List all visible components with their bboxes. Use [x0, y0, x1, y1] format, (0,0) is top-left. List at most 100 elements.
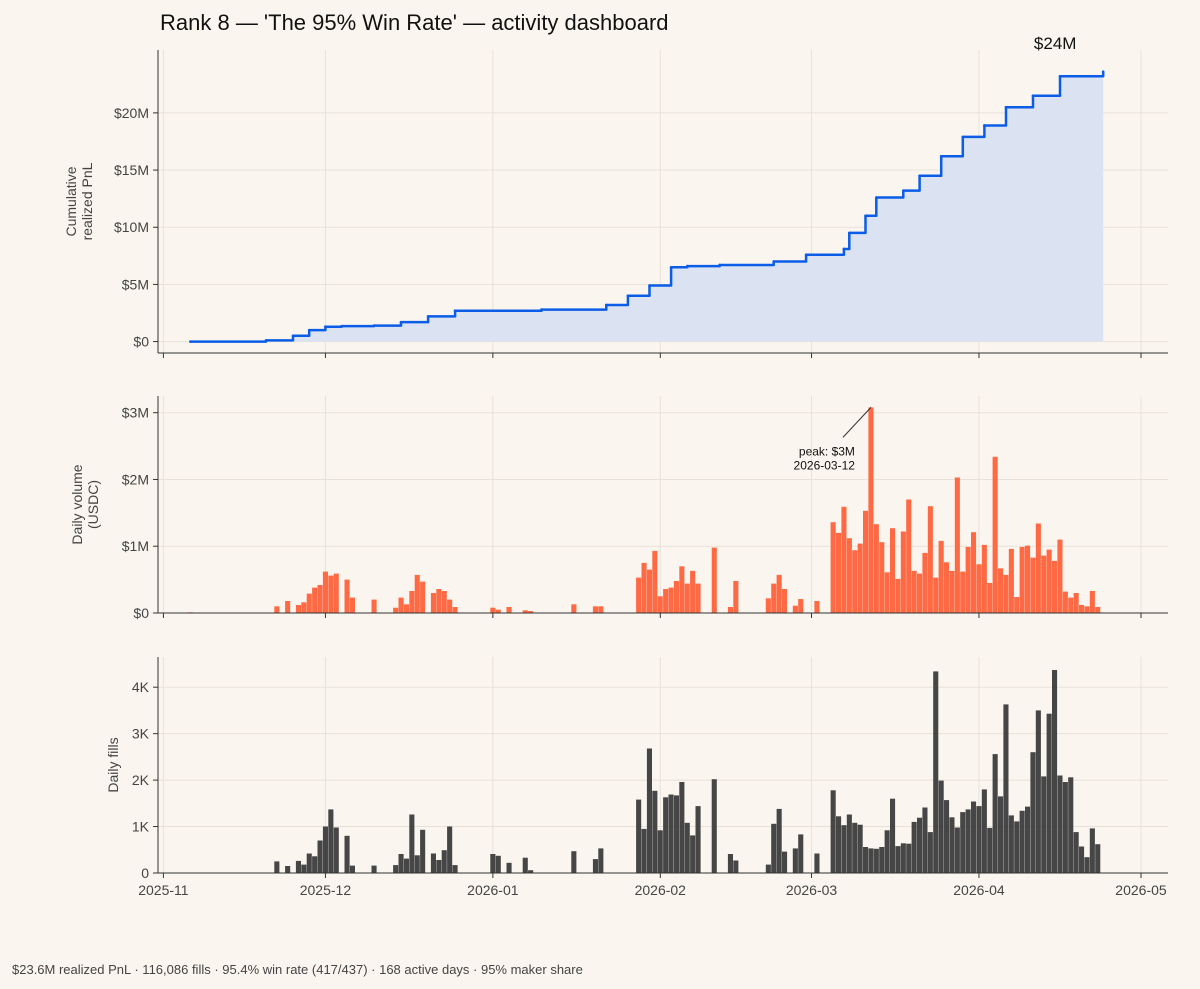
volume-bar: [393, 607, 399, 613]
fills-bar: [857, 824, 863, 873]
pnl-point: [961, 135, 965, 139]
volume-bar: [636, 577, 642, 613]
volume-bar: [868, 407, 874, 613]
fills-bar: [1019, 810, 1025, 873]
volume-bar: [890, 528, 896, 613]
fills-bar: [646, 748, 652, 873]
volume-bar: [1035, 523, 1041, 613]
volume-bar: [857, 543, 863, 613]
y-axis-label: Daily volume(USDC): [69, 464, 101, 544]
fills-bar: [1030, 752, 1036, 873]
fills-bar: [409, 814, 415, 873]
fills-bar: [1057, 775, 1063, 873]
fills-bar: [771, 823, 777, 873]
fills-bar: [852, 822, 858, 873]
x-tick-label: 2026-03: [786, 882, 838, 898]
volume-bar: [312, 587, 318, 613]
volume-bar: [1062, 591, 1068, 613]
volume-bar: [917, 573, 923, 613]
volume-bar: [884, 572, 890, 613]
pnl-point: [939, 155, 943, 158]
volume-bar: [295, 605, 301, 613]
volume-bar: [765, 598, 771, 613]
pnl-point: [875, 196, 878, 199]
pnl-point: [372, 324, 376, 327]
fills-bar: [571, 851, 577, 873]
volume-bar: [506, 607, 512, 613]
y-tick-label: $10M: [114, 219, 149, 235]
fills-bar: [971, 801, 977, 873]
pnl-point: [626, 294, 630, 298]
pnl-point: [307, 328, 311, 332]
fills-bar: [495, 855, 501, 873]
volume-bar: [879, 542, 885, 613]
volume-bar: [274, 606, 280, 613]
fills-bar: [447, 826, 453, 873]
fills-bar: [965, 809, 971, 873]
y-tick-label: 3K: [132, 726, 150, 742]
volume-bar: [652, 550, 658, 613]
fills-bar: [312, 856, 318, 873]
volume-bar: [976, 564, 982, 613]
pnl-point: [399, 320, 403, 324]
fills-bar: [490, 854, 496, 873]
fills-bar: [690, 835, 696, 873]
fills-bar: [1084, 857, 1090, 873]
fills-bar: [1003, 704, 1009, 873]
x-tick-label: 2025-11: [138, 882, 189, 898]
volume-bar: [911, 570, 917, 613]
pnl-point: [540, 308, 543, 311]
pnl-point: [902, 189, 905, 192]
cumulative-pnl-area: [190, 71, 1104, 342]
fills-bar: [976, 806, 982, 873]
y-tick-label: $3M: [122, 405, 149, 421]
fills-bar: [814, 853, 820, 873]
fills-bar: [684, 822, 690, 873]
volume-bar: [679, 566, 685, 613]
fills-bar: [917, 817, 923, 873]
fills-bar: [1052, 670, 1058, 873]
fills-bar: [317, 840, 323, 873]
fills-bar: [371, 865, 377, 873]
volume-bar: [771, 583, 777, 613]
volume-bar: [900, 531, 906, 613]
volume-bar: [452, 607, 458, 613]
fills-bar: [306, 853, 312, 873]
volume-bar: [954, 477, 960, 613]
volume-bar: [328, 575, 334, 613]
fills-bar: [868, 848, 874, 873]
fills-bar: [1014, 821, 1020, 873]
volume-bar: [971, 532, 977, 613]
volume-bar: [306, 593, 312, 613]
x-tick-label: 2026-05: [1115, 882, 1167, 898]
fills-bar: [830, 790, 836, 873]
volume-bar: [836, 532, 842, 613]
fills-bar: [884, 830, 890, 873]
fills-bar: [506, 862, 512, 873]
fills-bar: [673, 795, 679, 873]
volume-bar: [668, 587, 674, 613]
peak-annotation-label: peak: $3M: [799, 444, 855, 458]
fills-bar: [1008, 815, 1014, 873]
fills-bar: [1041, 776, 1047, 873]
volume-bar: [933, 577, 939, 613]
x-tick-label: 2026-02: [635, 882, 687, 898]
volume-bar: [690, 570, 696, 613]
fills-bar: [393, 865, 399, 873]
fills-bar: [879, 847, 885, 873]
volume-bar: [646, 569, 652, 613]
fills-bar: [598, 848, 604, 873]
volume-bar: [873, 524, 879, 613]
fills-bar: [398, 854, 404, 873]
pnl-point: [324, 325, 327, 329]
volume-bar: [403, 604, 409, 613]
pnl-end-label: $24M: [1034, 34, 1077, 53]
volume-bar: [322, 571, 328, 613]
fills-bar: [1062, 782, 1068, 873]
fills-bar: [636, 799, 642, 873]
volume-bar: [1095, 607, 1101, 613]
volume-bar: [863, 510, 869, 613]
y-tick-label: $0: [133, 334, 149, 350]
